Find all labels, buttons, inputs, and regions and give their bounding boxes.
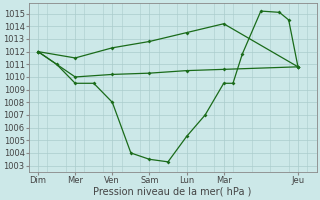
X-axis label: Pression niveau de la mer( hPa ): Pression niveau de la mer( hPa ) [93, 187, 252, 197]
